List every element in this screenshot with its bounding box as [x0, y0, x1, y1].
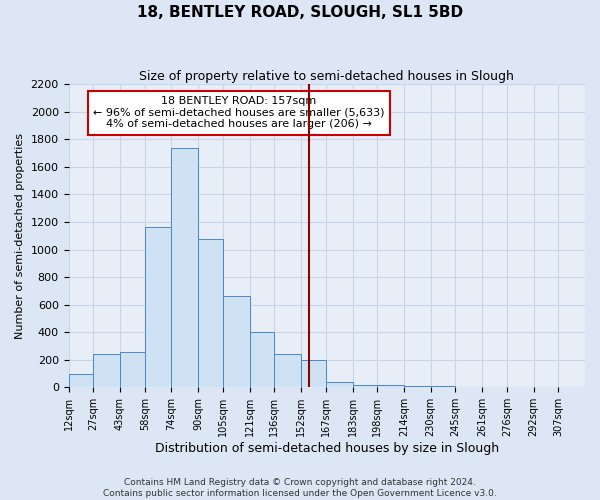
- Bar: [431, 386, 455, 388]
- Bar: [455, 386, 482, 388]
- Bar: [172, 148, 198, 388]
- Text: Contains HM Land Registry data © Crown copyright and database right 2024.
Contai: Contains HM Land Registry data © Crown c…: [103, 478, 497, 498]
- Y-axis label: Number of semi-detached properties: Number of semi-detached properties: [15, 133, 25, 339]
- Bar: [404, 386, 431, 388]
- Bar: [353, 384, 377, 388]
- Bar: [301, 360, 326, 388]
- Title: Size of property relative to semi-detached houses in Slough: Size of property relative to semi-detach…: [139, 70, 514, 83]
- Bar: [68, 374, 94, 388]
- X-axis label: Distribution of semi-detached houses by size in Slough: Distribution of semi-detached houses by …: [155, 442, 499, 455]
- Bar: [94, 354, 120, 388]
- Bar: [377, 386, 404, 388]
- Bar: [250, 332, 274, 388]
- Bar: [482, 387, 507, 388]
- Text: 18 BENTLEY ROAD: 157sqm
← 96% of semi-detached houses are smaller (5,633)
4% of : 18 BENTLEY ROAD: 157sqm ← 96% of semi-de…: [93, 96, 385, 130]
- Bar: [274, 354, 301, 388]
- Bar: [326, 382, 353, 388]
- Text: 18, BENTLEY ROAD, SLOUGH, SL1 5BD: 18, BENTLEY ROAD, SLOUGH, SL1 5BD: [137, 5, 463, 20]
- Bar: [198, 238, 223, 388]
- Bar: [223, 296, 250, 388]
- Bar: [120, 352, 145, 388]
- Bar: [145, 228, 172, 388]
